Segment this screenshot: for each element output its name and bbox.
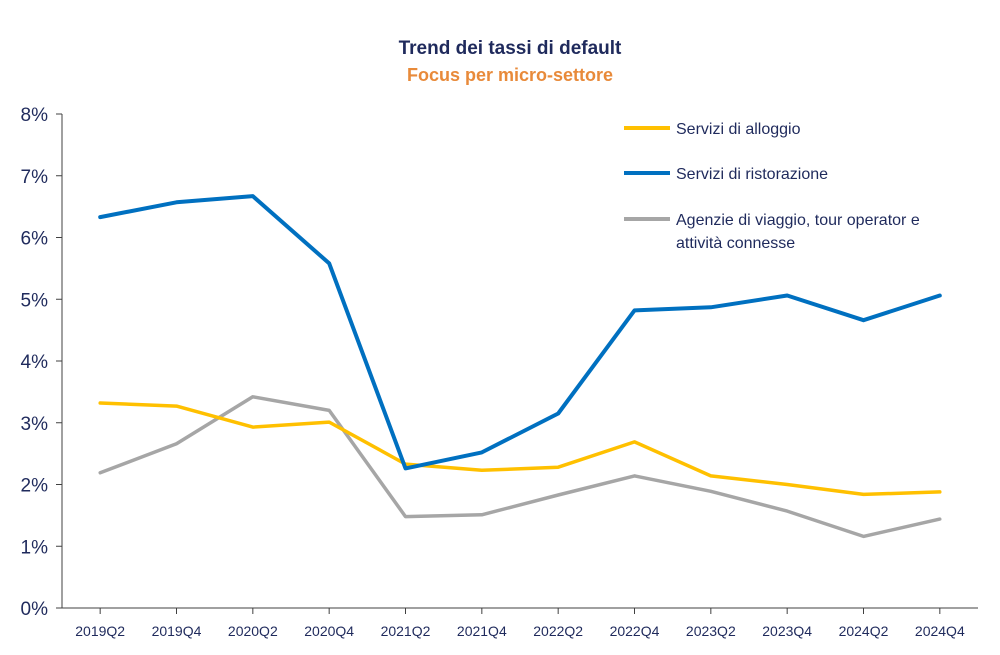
series-line-1 (98, 401, 942, 497)
y-tick-label: 2% (21, 476, 49, 497)
series-line-3 (98, 395, 942, 539)
x-tick-label: 2020Q2 (228, 623, 278, 639)
x-tick-label: 2021Q2 (381, 623, 431, 639)
y-tick-label: 5% (21, 290, 49, 311)
x-tick-label: 2022Q2 (533, 623, 583, 639)
legend-label-2: Servizi di ristorazione (676, 166, 828, 183)
y-tick-label: 8% (21, 105, 49, 126)
legend-label-1: Servizi di alloggio (676, 121, 801, 138)
y-tick-label: 3% (21, 414, 49, 435)
y-tick-label: 6% (21, 229, 49, 250)
y-tick-label: 1% (21, 537, 49, 558)
legend: Servizi di alloggio Servizi di ristorazio… (624, 121, 920, 252)
x-tick-label: 2019Q4 (152, 623, 202, 639)
chart-subtitle: Focus per micro-settore (407, 65, 613, 85)
x-tick-label: 2023Q2 (686, 623, 736, 639)
series-layer (98, 194, 942, 539)
y-tick-label: 4% (21, 352, 49, 373)
x-tick-label: 2023Q4 (762, 623, 812, 639)
chart-title: Trend dei tassi di default (399, 38, 622, 59)
x-tick-label: 2019Q2 (75, 623, 125, 639)
x-tick-label: 2021Q4 (457, 623, 507, 639)
y-tick-label: 7% (21, 167, 49, 188)
x-tick-label: 2022Q4 (610, 623, 660, 639)
series-line-2 (98, 194, 942, 471)
legend-label-3: Agenzie di viaggio, tour operator e attiv… (676, 212, 920, 252)
y-tick-label: 0% (21, 599, 49, 620)
axes: 0% 1% 2% 3% 4% 5% 6% 7% 8% 2019Q2 2019Q4 2020Q2 2020… (21, 105, 978, 639)
x-tick-label: 2024Q4 (915, 623, 965, 639)
x-tick-label: 2024Q2 (839, 623, 889, 639)
x-tick-label: 2020Q4 (304, 623, 354, 639)
